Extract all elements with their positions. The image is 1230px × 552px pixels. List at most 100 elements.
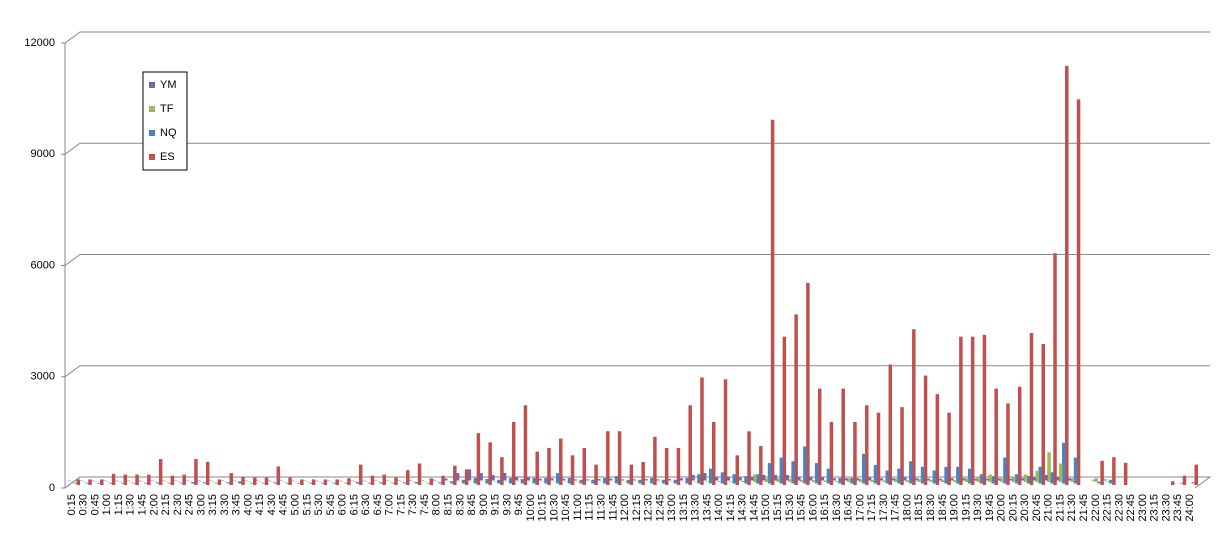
x-tick-label: 8:15 [442, 494, 454, 515]
x-tick-label: 13:15 [678, 494, 690, 522]
bar [974, 479, 978, 481]
x-tick-label: 2:15 [160, 494, 172, 515]
bar [679, 478, 683, 480]
bar [1012, 476, 1016, 482]
x-tick-label: 11:15 [584, 494, 596, 521]
bar [168, 483, 172, 484]
x-tick-label: 23:45 [1172, 494, 1184, 522]
bar [1077, 99, 1081, 485]
bar [709, 469, 713, 484]
bar [1018, 387, 1022, 485]
bar [850, 478, 854, 484]
bar [868, 478, 872, 481]
x-tick-label: 3:15 [207, 494, 219, 515]
x-tick-label: 17:45 [890, 494, 902, 522]
bar [427, 483, 431, 484]
bar [1027, 476, 1031, 483]
bar [991, 476, 995, 483]
bar [832, 478, 836, 480]
bar [594, 465, 598, 485]
bar [785, 475, 789, 481]
x-tick-label: 5:15 [301, 494, 313, 515]
x-tick-label: 6:30 [360, 494, 372, 515]
x-tick-label: 6:15 [348, 494, 360, 515]
bar [941, 480, 945, 482]
bar [638, 480, 642, 484]
bar [765, 478, 769, 482]
bar [580, 480, 584, 484]
bar [556, 473, 560, 483]
x-tick-label: 7:45 [419, 494, 431, 515]
bar [715, 477, 719, 481]
x-tick-label: 14:00 [713, 494, 725, 522]
bar [1044, 475, 1048, 481]
bar [368, 483, 372, 484]
bar [253, 478, 256, 485]
bar [877, 413, 881, 485]
bar [288, 478, 292, 485]
x-tick-label: 11:30 [595, 494, 607, 521]
x-tick-label: 15:45 [796, 494, 808, 522]
bar [568, 478, 572, 484]
x-tick-label: 22:00 [1090, 494, 1102, 522]
legend-swatch [149, 82, 155, 88]
bar [650, 478, 654, 484]
y-tick-label: 12000 [24, 37, 55, 49]
bar [456, 473, 460, 480]
x-tick-label: 19:00 [949, 494, 961, 522]
bar [1047, 452, 1051, 482]
bar [656, 479, 660, 480]
x-tick-label: 10:30 [548, 494, 560, 522]
x-tick-label: 17:00 [854, 494, 866, 522]
bar [415, 482, 419, 483]
bar [1112, 457, 1116, 485]
x-tick-label: 2:45 [184, 494, 196, 515]
bar [609, 479, 613, 481]
y-tick-label: 9000 [31, 148, 55, 160]
bar [1000, 478, 1004, 482]
bar [977, 476, 981, 482]
bar [468, 469, 472, 480]
bar [856, 478, 860, 480]
x-tick-label: 17:30 [878, 494, 890, 522]
x-tick-label: 16:15 [819, 494, 831, 522]
x-tick-label: 5:45 [325, 494, 337, 515]
bar [521, 479, 525, 483]
bar [1059, 463, 1063, 482]
bar [968, 469, 972, 484]
bar [500, 457, 504, 485]
bar [753, 475, 757, 482]
legend-swatch [149, 154, 155, 160]
bar [309, 483, 313, 484]
bar [777, 478, 781, 482]
bar [944, 467, 948, 484]
bar [774, 475, 778, 481]
bar [815, 463, 819, 483]
x-tick-label: 7:00 [384, 494, 396, 515]
bar [194, 459, 198, 485]
bar [644, 479, 648, 480]
bar [871, 480, 875, 482]
bar [721, 472, 725, 483]
bar [632, 479, 636, 480]
bar [344, 483, 348, 484]
bar [818, 389, 822, 485]
y-tick-label: 3000 [31, 371, 55, 383]
bar [947, 413, 951, 485]
x-tick-label: 3:00 [195, 494, 207, 515]
bar [1065, 66, 1069, 485]
bar [762, 475, 766, 481]
bar [685, 478, 689, 484]
bar [391, 483, 395, 484]
bar [894, 478, 898, 482]
bar [874, 465, 878, 484]
bar [741, 481, 745, 482]
bar [788, 479, 792, 482]
bar [1091, 480, 1095, 481]
bar [1039, 467, 1043, 484]
bar [809, 477, 813, 481]
bar [1192, 482, 1196, 483]
bar [432, 480, 436, 481]
bar [933, 471, 937, 484]
bar [915, 478, 919, 480]
